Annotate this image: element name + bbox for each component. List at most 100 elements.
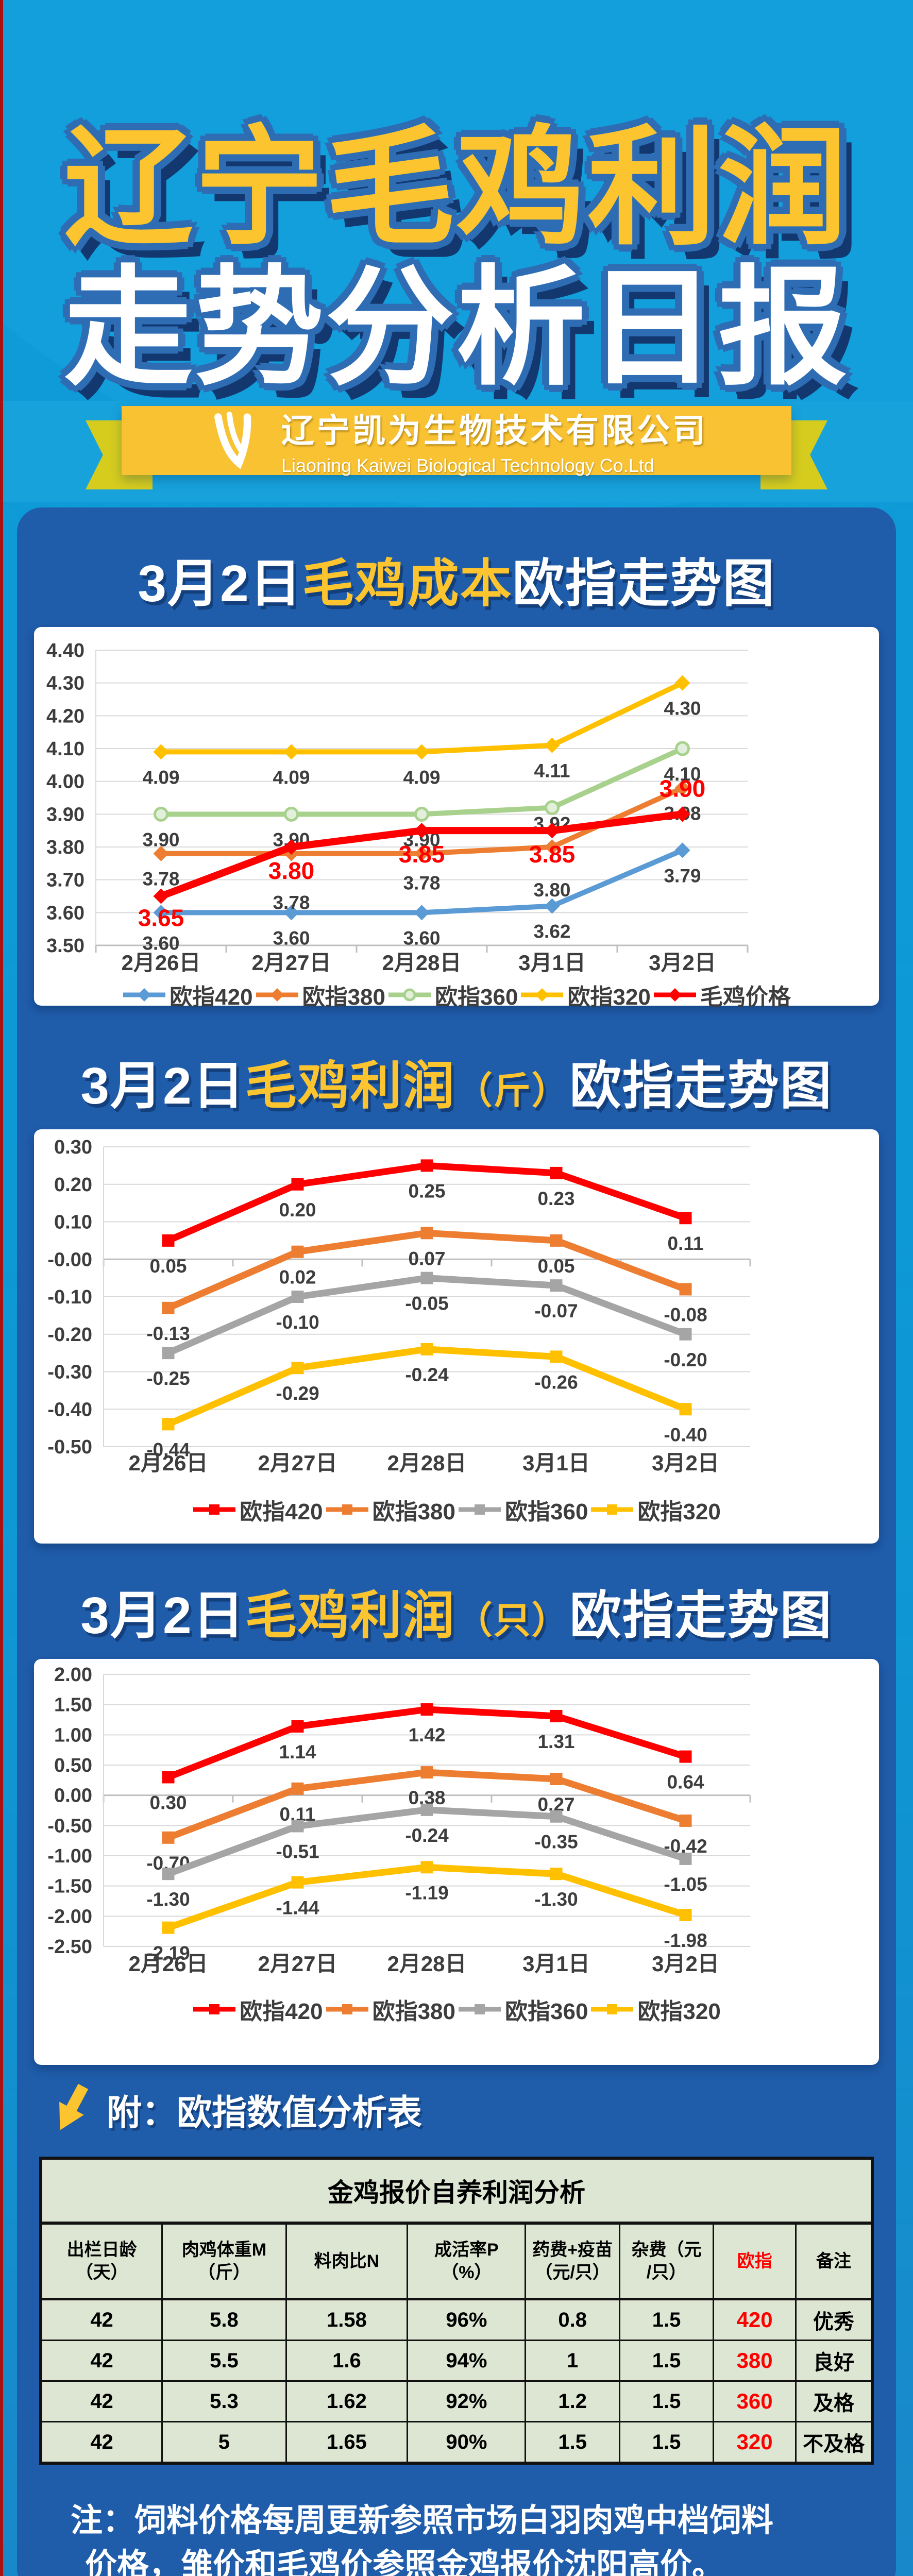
svg-text:2月28日: 2月28日: [387, 1952, 466, 1976]
svg-text:2月26日: 2月26日: [128, 1952, 208, 1976]
svg-text:3.78: 3.78: [403, 873, 440, 894]
table-cell: 1.2: [525, 2380, 620, 2422]
svg-text:3.80: 3.80: [533, 879, 570, 901]
chart-legend: 欧指420 欧指380 欧指360 欧指320 毛鸡价格: [34, 978, 879, 1011]
svg-text:-0.20: -0.20: [47, 1324, 92, 1346]
svg-text:3.60: 3.60: [46, 902, 84, 924]
svg-text:2月28日: 2月28日: [387, 1451, 466, 1475]
section-title-cost: 3月2日毛鸡成本欧指走势图: [17, 507, 896, 613]
column-header: 药费+疫苗 （元/只）: [525, 2222, 620, 2300]
column-header: 出栏日龄 （天）: [40, 2222, 163, 2300]
svg-text:-1.05: -1.05: [664, 1874, 707, 1895]
svg-text:3.85: 3.85: [529, 841, 576, 868]
table-cell: 96%: [407, 2298, 527, 2341]
legend-item: 欧指320: [520, 978, 651, 1011]
svg-text:-1.98: -1.98: [664, 1930, 707, 1951]
legend-label: 毛鸡价格: [700, 985, 791, 1010]
table-row: 42 5 1.65 90% 1.5 1.5 320 不及格: [40, 2421, 873, 2464]
section-title-date: 3月2日: [138, 555, 302, 613]
svg-text:3.60: 3.60: [142, 933, 179, 954]
legend-item: 欧指380: [325, 1993, 455, 2026]
svg-text:-0.44: -0.44: [146, 1439, 190, 1460]
svg-text:3.70: 3.70: [46, 870, 84, 891]
svg-text:-0.10: -0.10: [276, 1312, 319, 1333]
section-title-topic: 毛鸡利润: [245, 1587, 455, 1645]
table-cell: 1.5: [618, 2298, 715, 2341]
legend-item: 欧指360: [458, 1493, 588, 1526]
legend-label: 欧指380: [302, 985, 385, 1010]
table-cell: 1.5: [618, 2421, 715, 2464]
legend-marker-icon: [591, 2004, 634, 2014]
svg-text:-1.50: -1.50: [47, 1876, 92, 1897]
svg-text:-0.50: -0.50: [47, 1436, 92, 1458]
svg-text:-0.40: -0.40: [47, 1399, 92, 1420]
legend-item: 欧指420: [122, 978, 253, 1011]
svg-text:0.23: 0.23: [537, 1188, 574, 1209]
svg-text:3月1日: 3月1日: [518, 951, 586, 975]
svg-text:4.09: 4.09: [142, 767, 179, 788]
svg-text:0.11: 0.11: [668, 1233, 704, 1254]
legend-label: 欧指320: [637, 1999, 721, 2024]
svg-text:1.00: 1.00: [54, 1724, 92, 1746]
legend-marker-icon: [326, 2004, 368, 2014]
table-title: 金鸡报价自养利润分析: [40, 2157, 873, 2225]
svg-text:-1.19: -1.19: [405, 1882, 448, 1903]
table-row: 42 5.3 1.62 92% 1.2 1.5 360 及格: [40, 2380, 873, 2422]
svg-text:4.10: 4.10: [664, 764, 701, 785]
company-name-block: 辽宁凯为生物技术有限公司 Liaoning Kaiwei Biological …: [281, 404, 708, 477]
legend-item: 欧指420: [192, 1493, 323, 1526]
footnote: 注：饲料价格每周更新参照市场白羽肉鸡中档饲料 价格，雏价和毛鸡价参照金鸡报价沈阳…: [71, 2499, 865, 2576]
table-row: 42 5.5 1.6 94% 1 1.5 380 良好: [40, 2340, 873, 2382]
legend-label: 欧指360: [435, 985, 518, 1010]
section-title-suffix: 欧指走势图: [512, 555, 775, 613]
svg-text:-0.00: -0.00: [47, 1249, 92, 1270]
section-title-profit-bird: 3月2日毛鸡利润（只）欧指走势图: [17, 1587, 896, 1645]
svg-text:-0.25: -0.25: [146, 1368, 190, 1389]
svg-text:-1.30: -1.30: [146, 1889, 190, 1910]
table-cell: 5.8: [161, 2298, 287, 2341]
legend-marker-icon: [123, 988, 166, 1002]
legend-item: 欧指380: [255, 978, 385, 1011]
svg-text:4.40: 4.40: [46, 640, 84, 662]
table-cell: 1: [525, 2340, 620, 2382]
svg-text:-0.51: -0.51: [276, 1841, 319, 1862]
svg-text:-0.07: -0.07: [534, 1300, 578, 1321]
svg-text:-0.30: -0.30: [47, 1362, 92, 1383]
svg-text:2月26日: 2月26日: [121, 951, 200, 975]
svg-text:4.00: 4.00: [46, 771, 84, 793]
table-cell: 及格: [794, 2380, 873, 2422]
analysis-header-label: 附：欧指数值分析表: [107, 2093, 422, 2132]
svg-text:1.31: 1.31: [537, 1731, 574, 1752]
chart-legend: 欧指420 欧指380 欧指360 欧指320: [34, 1493, 879, 1526]
svg-text:2月27日: 2月27日: [258, 1451, 337, 1475]
table-cell: 1.5: [618, 2380, 715, 2422]
svg-text:3.90: 3.90: [46, 804, 84, 825]
section-title-date: 3月2日: [80, 1057, 245, 1115]
svg-text:0.20: 0.20: [279, 1199, 316, 1221]
svg-text:-0.40: -0.40: [664, 1424, 707, 1445]
profit-per-bird-chart: 2.00 1.50 1.00 0.50 0.00 -0.50 -1.00 -1.50 -2.00…: [47, 1664, 751, 1976]
table-cell: 5.5: [161, 2340, 287, 2382]
legend-item: 欧指360: [458, 1993, 588, 2026]
svg-text:-0.05: -0.05: [405, 1293, 448, 1314]
legend-marker-icon: [326, 1504, 368, 1515]
section-title-unit: （只）: [455, 1600, 570, 1641]
legend-marker-icon: [256, 988, 298, 1002]
table-cell: 42: [40, 2298, 163, 2341]
svg-text:-0.24: -0.24: [405, 1364, 449, 1385]
svg-text:0.00: 0.00: [54, 1785, 92, 1807]
table-cell: 1.5: [618, 2340, 715, 2382]
profit-per-bird-chart-card: 2.00 1.50 1.00 0.50 0.00 -0.50 -1.00 -1.50 -2.00…: [34, 1659, 879, 2065]
svg-text:-0.50: -0.50: [47, 1815, 92, 1837]
svg-text:-0.29: -0.29: [276, 1383, 319, 1404]
footnote-line1: 注：饲料价格每周更新参照市场白羽肉鸡中档饲料: [71, 2503, 774, 2538]
table-cell: 1.5: [525, 2421, 620, 2464]
svg-text:3.65: 3.65: [138, 905, 184, 931]
legend-label: 欧指320: [637, 1499, 721, 1524]
profit-analysis-table: 金鸡报价自养利润分析 出栏日龄 （天） 肉鸡体重M （斤） 料肉比N 成活率P …: [39, 2157, 874, 2465]
svg-text:3.78: 3.78: [142, 869, 179, 890]
svg-text:0.05: 0.05: [149, 1256, 187, 1277]
column-header: 成活率P （%）: [407, 2222, 527, 2300]
legend-marker-icon: [388, 988, 431, 1002]
legend-label: 欧指420: [170, 985, 253, 1010]
